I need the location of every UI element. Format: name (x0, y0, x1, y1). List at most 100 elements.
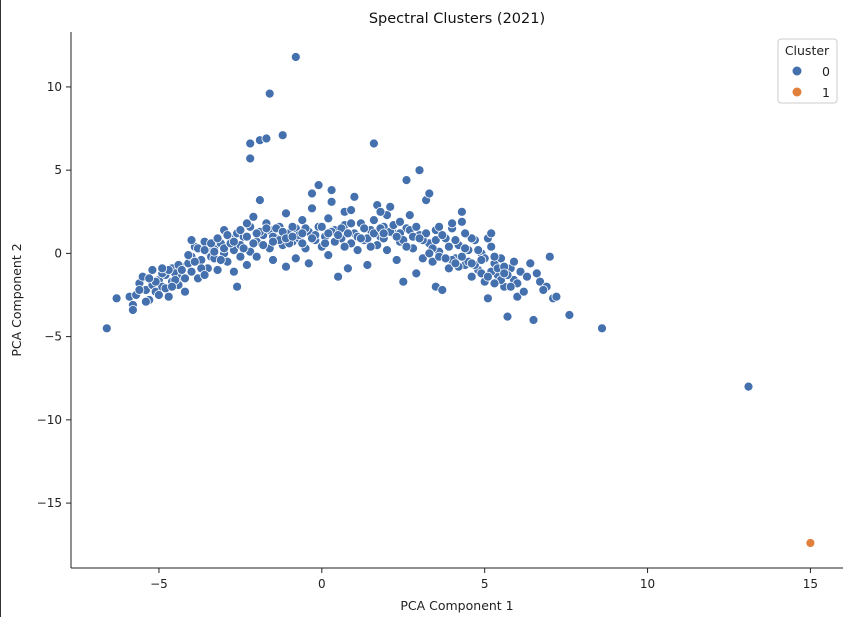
point-cluster-0-186 (222, 230, 233, 241)
point-cluster-0-291 (531, 268, 542, 279)
point-cluster-0-278 (401, 241, 412, 252)
point-cluster-0-131 (456, 206, 467, 217)
x-tick-label: 0 (318, 577, 326, 591)
point-cluster-0-289 (505, 281, 516, 292)
point-cluster-0-114 (411, 268, 422, 279)
point-cluster-0-66 (290, 253, 301, 264)
point-cluster-0-257 (189, 256, 200, 267)
point-cluster-0-153 (528, 315, 539, 325)
point-cluster-0-287 (489, 278, 500, 289)
point-cluster-0-92 (349, 191, 360, 202)
point-cluster-0-50 (248, 211, 259, 222)
point-cluster-0-4 (127, 305, 138, 315)
point-cluster-0-274 (355, 233, 366, 244)
point-cluster-0-184 (212, 233, 223, 244)
point-cluster-0-297 (447, 218, 458, 229)
x-axis-ticks: −5 0 5 10 15 (150, 568, 818, 591)
point-cluster-0-120 (424, 188, 435, 199)
point-cluster-0-76 (313, 180, 324, 191)
point-cluster-0-288 (499, 268, 510, 279)
point-cluster-0-44 (232, 281, 243, 292)
point-cluster-0-181 (199, 245, 210, 256)
point-cluster-0-268 (287, 231, 298, 242)
point-cluster-0-282 (450, 258, 461, 269)
point-cluster-0-163 (245, 138, 256, 149)
point-cluster-0-82 (326, 196, 337, 207)
point-cluster-0-205 (320, 238, 331, 249)
point-cluster-0-225 (421, 228, 432, 239)
point-cluster-0-125 (437, 285, 448, 295)
point-cluster-0-284 (466, 258, 477, 269)
point-cluster-0-189 (238, 243, 249, 254)
chart-title: Spectral Clusters (2021) (369, 11, 545, 27)
point-cluster-0-98 (368, 215, 379, 226)
point-cluster-0-277 (391, 231, 402, 242)
point-cluster-0-69 (297, 215, 308, 226)
point-cluster-0-58 (268, 255, 278, 265)
point-cluster-0-89 (342, 263, 353, 274)
point-cluster-0-293 (346, 205, 357, 216)
point-cluster-0-285 (476, 255, 487, 265)
legend-label-cluster-0: 0 (822, 64, 830, 79)
x-tick-label: −5 (150, 577, 168, 591)
legend-marker-cluster-0 (792, 66, 802, 76)
legend-marker-cluster-1 (792, 87, 802, 97)
point-cluster-0-209 (342, 228, 353, 239)
point-cluster-0-230 (443, 241, 454, 252)
point-cluster-0-212 (359, 223, 370, 234)
point-cluster-0-290 (522, 271, 532, 282)
point-cluster-0-53 (254, 195, 265, 206)
point-cluster-0-121 (427, 256, 438, 267)
x-tick-label: 15 (803, 577, 818, 591)
point-cluster-0-178 (186, 235, 197, 246)
point-cluster-0-294 (375, 206, 386, 217)
point-cluster-0-83 (326, 185, 337, 196)
point-cluster-0-185 (219, 243, 230, 254)
point-cluster-0-72 (303, 258, 314, 269)
point-cluster-0-151 (518, 286, 529, 297)
point-cluster-0-149 (512, 291, 523, 302)
point-cluster-0-271 (323, 228, 334, 239)
point-cluster-0-252 (144, 273, 155, 284)
point-cluster-0-298 (460, 228, 471, 239)
point-cluster-0-250 (134, 285, 145, 295)
point-cluster-0-182 (206, 238, 217, 249)
point-cluster-0-16 (163, 291, 174, 302)
y-axis-label: PCA Component 2 (9, 243, 24, 356)
point-cluster-0-270 (307, 233, 317, 244)
point-cluster-0-238 (473, 245, 484, 256)
point-cluster-0-260 (215, 255, 226, 265)
point-cluster-0-112 (404, 210, 415, 221)
point-cluster-0-279 (414, 233, 425, 244)
y-axis-ticks: −15 −10 −5 0 5 10 (37, 80, 71, 510)
x-axis-label: PCA Component 1 (400, 598, 513, 613)
point-cluster-0-188 (235, 225, 246, 236)
point-cluster-0-259 (209, 246, 220, 257)
point-cluster-0-190 (241, 231, 252, 242)
point-cluster-0-11 (147, 265, 158, 275)
point-cluster-0-93 (352, 245, 363, 256)
point-cluster-0-80 (323, 213, 334, 224)
page-left-border (0, 0, 1, 617)
point-cluster-0-296 (434, 221, 445, 232)
point-cluster-0-109 (398, 276, 409, 287)
point-cluster-0-132 (456, 216, 467, 227)
point-cluster-1-0 (805, 538, 816, 548)
point-cluster-0-140 (482, 293, 493, 304)
point-cluster-0-273 (339, 241, 350, 252)
point-cluster-0-210 (346, 218, 357, 229)
point-cluster-0-201 (297, 238, 308, 249)
point-cluster-0-258 (199, 270, 210, 280)
point-cluster-0-160 (597, 323, 607, 334)
point-cluster-0-135 (466, 271, 477, 282)
point-cluster-0-105 (385, 201, 396, 212)
point-cluster-0-107 (391, 255, 402, 265)
y-tick-label: 5 (54, 163, 62, 177)
point-cluster-0-275 (365, 241, 376, 252)
point-cluster-0-234 (460, 243, 471, 254)
y-tick-label: 10 (47, 80, 62, 94)
point-cluster-0-62 (281, 208, 291, 219)
x-tick-label: 5 (481, 577, 489, 591)
legend: Cluster 0 1 (777, 38, 838, 104)
point-cluster-0-1 (111, 293, 122, 304)
